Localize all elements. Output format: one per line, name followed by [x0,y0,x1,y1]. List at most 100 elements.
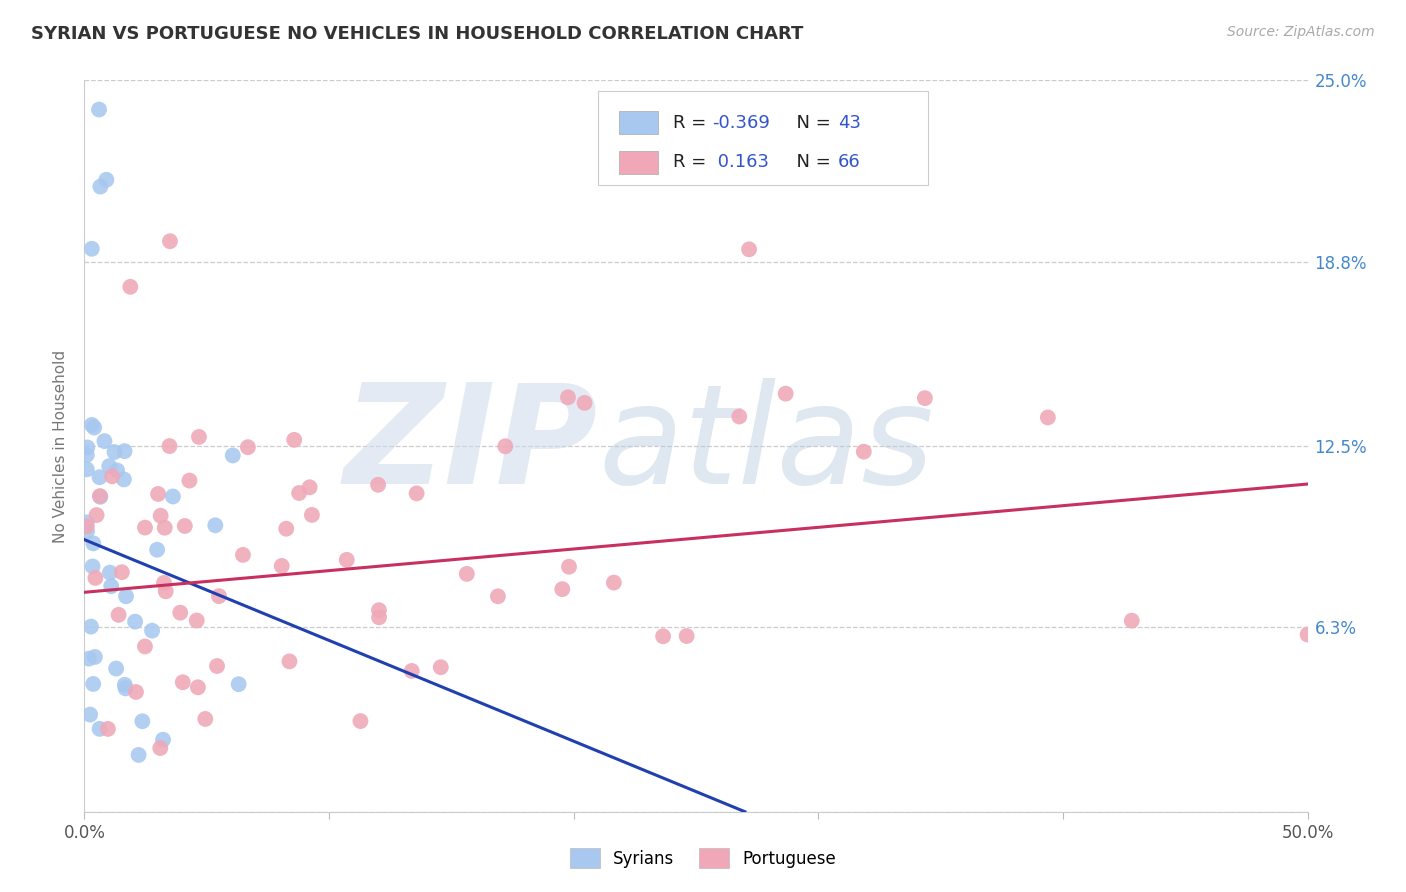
Point [77,651,100,665]
Point [153,521,176,535]
Point [76,448,98,462]
Point [1121,614,1143,628]
Point [87,103,110,117]
Point [112,472,135,486]
Point [149,508,172,523]
Point [146,487,169,501]
Point [852,444,875,458]
Point [114,681,136,696]
Point [738,243,761,257]
Point [652,629,675,643]
Point [131,714,153,729]
Point [856,108,879,122]
Y-axis label: No Vehicles in Household: No Vehicles in Household [53,350,69,542]
Point [276,522,298,536]
Text: 66: 66 [838,153,860,171]
Point [97,722,120,736]
Point [204,518,226,533]
Legend: Syrians, Portuguese: Syrians, Portuguese [561,839,845,877]
Point [401,664,423,678]
Point [574,396,596,410]
Point [298,480,321,494]
Point [134,640,156,654]
Point [76,516,98,530]
Point [336,553,359,567]
Point [349,714,371,728]
Point [98,566,121,580]
Point [162,490,184,504]
Point [368,603,391,617]
Point [232,548,254,562]
Point [430,660,453,674]
Point [101,469,124,483]
Point [368,610,391,624]
Text: Source: ZipAtlas.com: Source: ZipAtlas.com [1227,25,1375,39]
Point [236,440,259,454]
Point [100,579,122,593]
Point [80,619,103,633]
Point [134,520,156,534]
Point [153,576,176,591]
Point [775,386,797,401]
FancyBboxPatch shape [619,111,658,134]
FancyBboxPatch shape [619,151,658,174]
Point [675,629,697,643]
Point [169,606,191,620]
Point [107,607,129,622]
Point [494,439,516,453]
Point [76,462,98,476]
Point [152,732,174,747]
Point [208,589,231,603]
Point [105,463,128,477]
Point [367,478,389,492]
Text: R =: R = [672,153,711,171]
Point [187,681,209,695]
Point [114,444,136,458]
Point [146,542,169,557]
Point [1036,410,1059,425]
Text: atlas: atlas [598,378,934,514]
Point [98,459,121,474]
Point [270,558,292,573]
Point [76,524,98,538]
Point [82,677,104,691]
Point [114,678,136,692]
Point [405,486,427,500]
Point [205,659,228,673]
Point [141,624,163,638]
Point [82,559,104,574]
Point [83,649,105,664]
Text: ZIP: ZIP [344,378,598,514]
Point [155,584,177,599]
Point [557,390,579,404]
Point [558,559,581,574]
Point [125,685,148,699]
Point [93,434,115,449]
Text: 43: 43 [838,113,860,131]
Point [173,519,195,533]
Point [179,474,201,488]
Point [103,445,125,459]
Point [172,675,194,690]
Point [84,571,107,585]
Point [89,722,111,736]
Point [111,565,134,579]
Point [551,582,574,596]
Point [283,433,305,447]
Point [79,707,101,722]
Point [149,741,172,756]
Point [89,489,111,503]
Point [115,589,138,603]
Point [82,536,104,550]
Point [194,712,217,726]
Point [83,420,105,434]
Point [1296,627,1319,641]
Point [86,508,108,522]
Point [80,417,103,432]
Point [96,173,118,187]
Text: R =: R = [672,113,711,131]
Point [159,439,181,453]
Point [486,589,509,603]
Point [89,490,111,504]
Point [728,409,751,424]
